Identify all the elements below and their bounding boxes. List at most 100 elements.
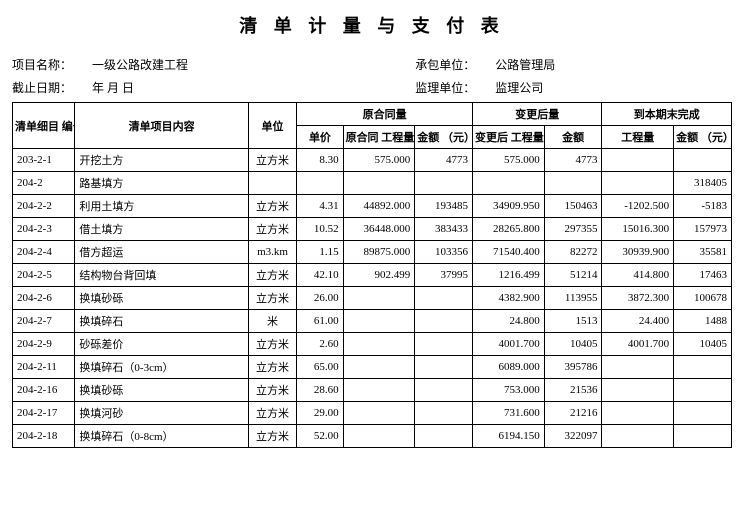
cell-id: 204-2-16 xyxy=(13,379,75,402)
cell-amt2: 297355 xyxy=(544,218,602,241)
cell-price: 29.00 xyxy=(297,402,343,425)
cell-name: 砂砾差价 xyxy=(75,333,248,356)
cell-unit: 立方米 xyxy=(248,149,297,172)
cell-qty2: 6089.000 xyxy=(473,356,545,379)
cell-name: 换填碎石（0-3cm） xyxy=(75,356,248,379)
cell-amt2: 113955 xyxy=(544,287,602,310)
table-row: 204-2-11换填碎石（0-3cm）立方米65.00 6089.00039578… xyxy=(13,356,732,379)
table-row: 204-2-2利用土填方立方米4.3144892.00019348534909.… xyxy=(13,195,732,218)
cell-amt3 xyxy=(674,402,732,425)
cell-qty1 xyxy=(343,356,415,379)
cell-qty3: 24.400 xyxy=(602,310,674,333)
cell-qty2: 1216.499 xyxy=(473,264,545,287)
cell-price: 65.00 xyxy=(297,356,343,379)
table-row: 204-2-9砂砾差价立方米2.604001.700104054001.7001… xyxy=(13,333,732,356)
project-label: 项目名称： xyxy=(12,56,72,73)
cell-amt1: 4773 xyxy=(415,149,473,172)
th-price: 单价 xyxy=(297,126,343,149)
th-group2: 变更后量 xyxy=(473,103,602,126)
cell-qty1: 89875.000 xyxy=(343,241,415,264)
cell-amt1 xyxy=(415,310,473,333)
table-row: 204-2-3借土填方立方米10.5236448.00038343328265.… xyxy=(13,218,732,241)
cell-qty2: 34909.950 xyxy=(473,195,545,218)
deadline-value: 年 月 日 xyxy=(92,79,134,96)
cell-qty1 xyxy=(343,402,415,425)
cell-name: 换填碎石 xyxy=(75,310,248,333)
cell-qty1: 575.000 xyxy=(343,149,415,172)
cell-id: 204-2-17 xyxy=(13,402,75,425)
th-amt3: 金额 （元） xyxy=(674,126,732,149)
cell-qty3 xyxy=(602,149,674,172)
deadline-label: 截止日期： xyxy=(12,79,72,96)
cell-id: 204-2-4 xyxy=(13,241,75,264)
cell-qty3: 3872.300 xyxy=(602,287,674,310)
th-group3: 到本期末完成 xyxy=(602,103,732,126)
cell-price: 4.31 xyxy=(297,195,343,218)
th-unit: 单位 xyxy=(248,103,297,149)
cell-id: 203-2-1 xyxy=(13,149,75,172)
cell-qty3 xyxy=(602,425,674,448)
cell-qty1 xyxy=(343,172,415,195)
cell-price: 28.60 xyxy=(297,379,343,402)
cell-unit: 立方米 xyxy=(248,402,297,425)
cell-unit: 立方米 xyxy=(248,425,297,448)
cell-qty3 xyxy=(602,379,674,402)
cell-amt2 xyxy=(544,172,602,195)
cell-price: 10.52 xyxy=(297,218,343,241)
cell-id: 204-2 xyxy=(13,172,75,195)
cell-amt3: 100678 xyxy=(674,287,732,310)
cell-price: 26.00 xyxy=(297,287,343,310)
cell-name: 换填河砂 xyxy=(75,402,248,425)
cell-name: 借土填方 xyxy=(75,218,248,241)
cell-qty1: 36448.000 xyxy=(343,218,415,241)
cell-amt1 xyxy=(415,402,473,425)
cell-id: 204-2-3 xyxy=(13,218,75,241)
cell-qty1 xyxy=(343,333,415,356)
cell-amt1 xyxy=(415,379,473,402)
cell-price: 2.60 xyxy=(297,333,343,356)
cell-qty3: 30939.900 xyxy=(602,241,674,264)
table-row: 204-2-6换填砂砾立方米26.004382.9001139553872.30… xyxy=(13,287,732,310)
table-body: 203-2-1开挖土方立方米8.30575.0004773575.0004773… xyxy=(13,149,732,448)
cell-qty2: 4001.700 xyxy=(473,333,545,356)
cell-id: 204-2-18 xyxy=(13,425,75,448)
cell-price xyxy=(297,172,343,195)
th-qty1: 原合同 工程量 xyxy=(343,126,415,149)
cell-price: 1.15 xyxy=(297,241,343,264)
cell-id: 204-2-5 xyxy=(13,264,75,287)
cell-amt1 xyxy=(415,333,473,356)
cell-unit: 立方米 xyxy=(248,333,297,356)
table-row: 204-2-4借方超运m3.km1.1589875.00010335671540… xyxy=(13,241,732,264)
cell-unit: m3.km xyxy=(248,241,297,264)
th-name: 清单项目内容 xyxy=(75,103,248,149)
cell-amt1 xyxy=(415,425,473,448)
contractor-value: 公路管理局 xyxy=(495,56,555,73)
cell-qty2: 28265.800 xyxy=(473,218,545,241)
cell-unit: 立方米 xyxy=(248,195,297,218)
table-row: 204-2-16换填砂砾立方米28.60753.00021536 xyxy=(13,379,732,402)
cell-qty3: -1202.500 xyxy=(602,195,674,218)
supervisor-label: 监理单位： xyxy=(415,79,475,96)
cell-qty1: 902.499 xyxy=(343,264,415,287)
header-row-1: 项目名称： 一级公路改建工程 承包单位： 公路管理局 xyxy=(12,56,732,73)
cell-id: 204-2-11 xyxy=(13,356,75,379)
cell-name: 路基填方 xyxy=(75,172,248,195)
cell-amt2: 395786 xyxy=(544,356,602,379)
table-row: 204-2-7换填碎石米61.0024.800151324.4001488 xyxy=(13,310,732,333)
cell-name: 借方超运 xyxy=(75,241,248,264)
cell-qty3: 15016.300 xyxy=(602,218,674,241)
header-row-2: 截止日期： 年 月 日 监理单位： 监理公司 xyxy=(12,79,732,96)
cell-unit: 立方米 xyxy=(248,356,297,379)
th-qty2: 变更后 工程量 xyxy=(473,126,545,149)
cell-qty3: 414.800 xyxy=(602,264,674,287)
cell-amt3 xyxy=(674,379,732,402)
cell-amt1: 37995 xyxy=(415,264,473,287)
cell-qty2: 753.000 xyxy=(473,379,545,402)
th-qty3: 工程量 xyxy=(602,126,674,149)
cell-amt1: 383433 xyxy=(415,218,473,241)
cell-amt3: 17463 xyxy=(674,264,732,287)
cell-amt2: 4773 xyxy=(544,149,602,172)
table-row: 204-2路基填方318405 xyxy=(13,172,732,195)
cell-id: 204-2-9 xyxy=(13,333,75,356)
cell-amt2: 150463 xyxy=(544,195,602,218)
